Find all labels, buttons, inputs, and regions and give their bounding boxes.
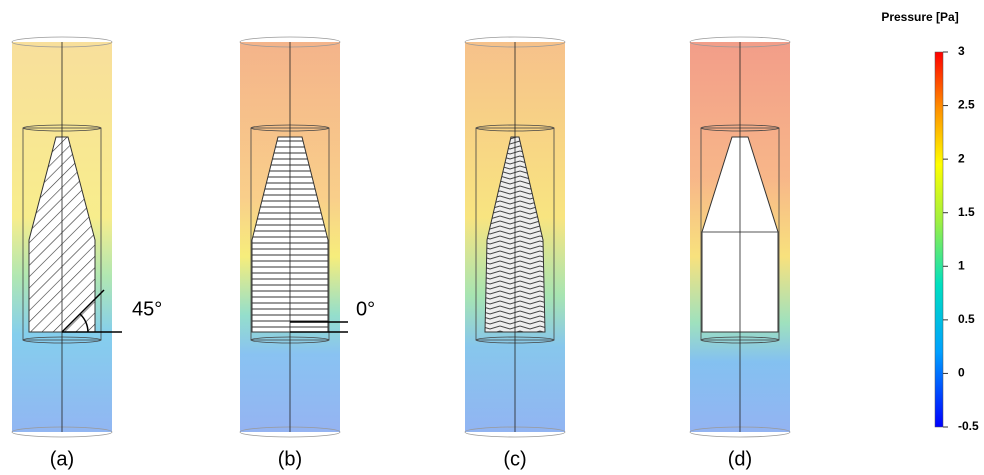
- tick-label: -0.5: [958, 419, 979, 433]
- colorbar-title: Pressure [Pa]: [881, 10, 958, 24]
- colorbar: [935, 52, 943, 427]
- panel-label: (c): [503, 448, 526, 470]
- tick-label: 2: [958, 151, 965, 165]
- panel: (d): [690, 37, 790, 470]
- tick-label: 0.5: [958, 312, 975, 326]
- tick-label: 3: [958, 44, 965, 58]
- panel-label: (b): [278, 448, 302, 470]
- panel: (a) 45°: [12, 37, 162, 470]
- angle-label: 0°: [356, 298, 375, 320]
- figure: (a) 45° (b) 0° (c) (d) Pressure [Pa] 3 2.5 2 1.5…: [0, 0, 984, 475]
- panels: (a) 45° (b) 0° (c) (d): [12, 37, 790, 470]
- angle-label: 45°: [132, 298, 162, 320]
- tick-label: 1.5: [958, 205, 975, 219]
- tick-label: 2.5: [958, 98, 975, 112]
- tick-label: 0: [958, 366, 965, 380]
- colorbar-ticks: 3 2.5 2 1.5 1 0.5 0 -0.5: [943, 44, 979, 433]
- tick-label: 1: [958, 258, 965, 272]
- panel: (b) 0°: [240, 37, 375, 470]
- panel: (c): [465, 37, 565, 470]
- panel-label: (a): [50, 448, 74, 470]
- panel-label: (d): [728, 448, 752, 470]
